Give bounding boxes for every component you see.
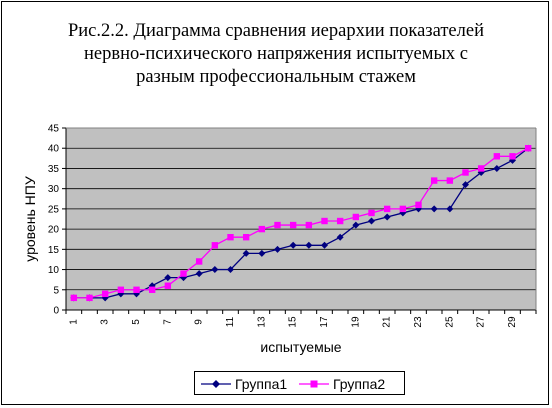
- series-2-point: [321, 217, 328, 225]
- legend-marker-series-1: [201, 380, 231, 388]
- series-2-point: [524, 145, 532, 152]
- series-1-point: [211, 266, 219, 274]
- plot-area: [66, 128, 536, 310]
- series-2-point: [101, 290, 109, 298]
- series-2-point: [446, 177, 454, 184]
- series-1-point: [195, 270, 203, 278]
- series-1-point: [336, 233, 344, 241]
- x-tick-label: 3: [100, 319, 111, 325]
- x-tick-label: 19: [350, 316, 361, 328]
- series-2-point: [477, 165, 485, 172]
- y-tick-label: 35: [48, 164, 60, 175]
- series-1-point: [258, 249, 266, 257]
- x-tick-label: 5: [131, 319, 142, 325]
- series-2-point: [383, 205, 391, 213]
- x-tick-label: 25: [444, 316, 455, 328]
- series-2-point: [274, 221, 281, 229]
- x-tick-label: 1: [68, 319, 79, 325]
- series-1-point: [227, 266, 234, 274]
- series-2-point: [117, 286, 125, 293]
- x-tick-label: 7: [162, 319, 173, 325]
- y-tick-label: 30: [48, 184, 60, 195]
- series-2-point: [86, 294, 93, 302]
- series-2: [70, 145, 532, 302]
- series-1-point: [242, 249, 250, 257]
- series-1-point: [289, 241, 297, 249]
- series-2-point: [70, 294, 78, 302]
- series-2-point: [211, 242, 219, 249]
- series-2-point: [493, 153, 501, 160]
- x-tick-label: 27: [476, 316, 487, 328]
- series-1-point: [352, 221, 360, 229]
- series-1-point: [430, 205, 438, 213]
- y-tick-label: 25: [48, 204, 60, 215]
- series-2-point: [195, 258, 203, 265]
- series-2-point: [509, 153, 516, 160]
- y-axis-ticks: 0 5 10 15 20 25 30 35 40 45: [48, 124, 66, 317]
- chart-title-line-3: разным профессиональным стажем: [136, 67, 416, 87]
- chart-title-line-1: Рис.2.2. Диаграмма сравнения иерархии по…: [67, 21, 484, 41]
- y-axis-label: уровень НПУ: [22, 176, 38, 262]
- y-tick-label: 15: [48, 245, 60, 256]
- series-1-point: [321, 241, 328, 249]
- x-tick-label: 9: [194, 319, 205, 325]
- legend-label-series-1: Группа1: [235, 376, 288, 392]
- series-2-point: [242, 234, 250, 241]
- series-2-point: [148, 286, 156, 293]
- series-2-point: [336, 217, 344, 225]
- series-2-point: [399, 205, 407, 213]
- y-tick-label: 5: [53, 285, 59, 296]
- legend-marker-series-2: [299, 380, 329, 388]
- series-2-point: [352, 213, 360, 221]
- x-axis-label: испытуемые: [260, 339, 341, 355]
- x-tick-label: 17: [319, 316, 330, 328]
- y-tick-label: 0: [53, 306, 59, 317]
- x-tick-label: 15: [288, 316, 299, 328]
- series-1-point: [383, 213, 391, 221]
- series-2-point: [430, 177, 438, 184]
- legend-item-series-2: Группа2: [299, 375, 399, 393]
- series-1-point: [164, 274, 172, 282]
- series-2-point: [305, 221, 313, 229]
- y-tick-label: 20: [48, 225, 60, 236]
- chart-title-line-2: нервно-психического напряжения испытуемы…: [84, 44, 468, 64]
- series-1-point: [274, 245, 281, 253]
- series-1-point: [493, 164, 501, 172]
- series-2-point: [368, 209, 375, 217]
- x-tick-label: 23: [413, 316, 424, 328]
- x-tick-label: 29: [507, 316, 518, 328]
- y-tick-label: 40: [48, 144, 60, 155]
- series-layer: [70, 144, 532, 302]
- series-2-point: [462, 169, 469, 176]
- x-tick-label: 13: [256, 316, 267, 328]
- series-2-point: [133, 286, 140, 293]
- legend: Группа1 Группа2: [194, 371, 405, 395]
- x-tick-label: 21: [382, 316, 393, 328]
- x-axis-ticks: 1 3 5 7 9 11 13 15 17 19 21 23 25 27 29: [65, 310, 537, 328]
- series-2-point: [415, 201, 422, 209]
- legend-label-series-2: Группа2: [333, 376, 386, 392]
- y-tick-label: 45: [48, 124, 60, 135]
- legend-item-series-1: Группа1: [201, 375, 301, 393]
- series-2-point: [258, 225, 266, 233]
- series-1-point: [446, 205, 454, 213]
- series-2-point: [227, 234, 234, 241]
- series-1-point: [462, 181, 469, 189]
- series-2-point: [164, 282, 172, 289]
- series-1-point: [305, 241, 313, 249]
- chart-title: Рис.2.2. Диаграмма сравнения иерархии по…: [2, 20, 550, 89]
- series-2-point: [180, 270, 187, 277]
- series-2-point: [289, 221, 297, 229]
- y-tick-label: 10: [48, 265, 60, 276]
- x-tick-label: 11: [225, 316, 236, 327]
- series-1-point: [368, 217, 375, 225]
